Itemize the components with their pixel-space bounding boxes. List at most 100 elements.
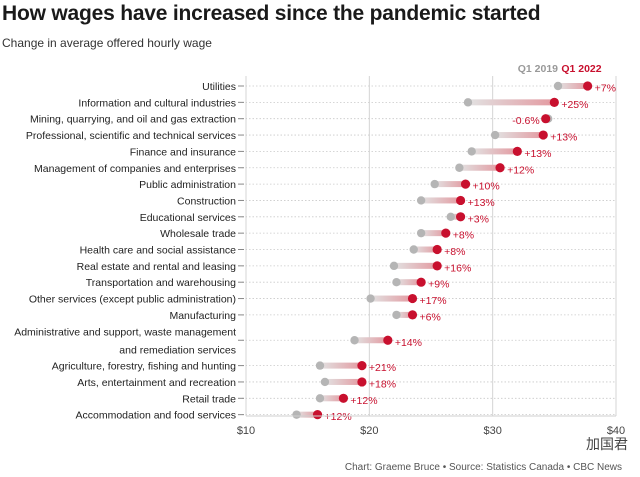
- category-label: Manufacturing: [169, 310, 236, 322]
- chart-title: How wages have increased since the pande…: [2, 2, 541, 25]
- change-label: +3%: [468, 213, 489, 225]
- dot-q1-2019: [392, 278, 401, 287]
- category-label: Mining, quarrying, and oil and gas extra…: [30, 114, 236, 126]
- dot-q1-2019: [366, 294, 375, 303]
- change-label: +12%: [350, 395, 377, 407]
- dot-q1-2022: [312, 410, 323, 420]
- change-label: +17%: [420, 295, 447, 307]
- connector-bar: [421, 230, 446, 237]
- change-label: +13%: [550, 132, 577, 144]
- rows-layer: Utilities +7% Information and cultural ind…: [14, 81, 616, 423]
- change-label: +13%: [524, 148, 551, 160]
- legend: Q1 2019 Q1 2022: [518, 63, 602, 75]
- dot-q1-2022: [338, 393, 349, 403]
- dot-q1-2019: [320, 377, 330, 387]
- change-label: +8%: [453, 230, 474, 242]
- x-tick-label: $30: [483, 425, 501, 437]
- change-label: +12%: [507, 164, 534, 176]
- category-label: Construction: [177, 195, 236, 207]
- x-tick-label: $40: [607, 425, 625, 437]
- dot-q1-2019: [392, 310, 401, 320]
- connector-bar: [396, 311, 413, 318]
- category-label: Other services (except public administra…: [29, 294, 236, 306]
- legend-q1-2022: Q1 2022: [561, 63, 601, 75]
- x-axis: $10 $20 $30 $40: [237, 85, 625, 437]
- dot-q1-2019: [409, 245, 418, 254]
- dot-q1-2019: [490, 130, 500, 140]
- change-label: +13%: [468, 197, 495, 209]
- dot-q1-2019: [416, 196, 426, 205]
- category-label: Administrative and support, waste manage…: [14, 326, 236, 338]
- category-label: Information and cultural industries: [78, 97, 236, 109]
- change-label: +9%: [428, 279, 449, 291]
- dot-q1-2022: [512, 146, 522, 156]
- category-label: Accommodation and food services: [76, 410, 237, 422]
- dot-q1-2022: [407, 310, 418, 320]
- dot-q1-2022: [441, 228, 451, 238]
- category-label: Utilities: [202, 81, 236, 93]
- change-label: +12%: [325, 411, 352, 423]
- change-label: +18%: [369, 378, 396, 390]
- category-label: Health care and social assistance: [80, 245, 237, 257]
- connector-bar: [413, 246, 438, 253]
- category-label: Transportation and warehousing: [86, 277, 236, 289]
- connector-bar: [434, 181, 466, 188]
- dot-q1-2022: [407, 293, 418, 304]
- change-label: +21%: [369, 362, 396, 374]
- dot-q1-2022: [549, 97, 559, 107]
- change-label: +8%: [444, 246, 465, 258]
- connector-bar: [296, 411, 318, 418]
- category-label: and remediation services: [119, 344, 236, 356]
- dot-q1-2022: [541, 114, 551, 124]
- category-label: Finance and insurance: [130, 146, 236, 158]
- dot-q1-2019: [292, 410, 301, 419]
- connector-bar: [320, 395, 344, 402]
- connector-bar: [421, 197, 461, 204]
- connector-bar: [495, 132, 544, 139]
- category-label: Management of companies and enterprises: [34, 163, 236, 175]
- dot-q1-2019: [553, 81, 563, 91]
- category-label: Retail trade: [182, 393, 236, 405]
- grid-layer: [242, 76, 617, 416]
- category-label: Agriculture, forestry, fishing and hunti…: [52, 361, 236, 373]
- dot-q1-2022: [416, 277, 426, 287]
- connector-bar: [471, 148, 518, 155]
- change-label: +16%: [444, 262, 471, 274]
- connector-bar: [320, 362, 362, 369]
- category-label: Wholesale trade: [160, 228, 236, 240]
- change-label: +10%: [473, 181, 500, 193]
- category-label: Arts, entertainment and recreation: [77, 377, 236, 389]
- dot-q1-2019: [315, 361, 325, 370]
- x-tick-label: $10: [237, 425, 255, 437]
- dot-q1-2022: [383, 335, 393, 345]
- watermark: 加国君: [586, 436, 628, 452]
- connector-bar: [394, 262, 438, 269]
- category-label: Educational services: [140, 212, 236, 224]
- dot-q1-2019: [315, 394, 325, 403]
- dot-q1-2022: [495, 163, 505, 173]
- dot-q1-2022: [460, 179, 471, 189]
- connector-bar: [324, 378, 362, 385]
- category-label: Professional, scientific and technical s…: [26, 130, 236, 142]
- dot-q1-2019: [446, 212, 455, 221]
- dot-q1-2022: [357, 377, 367, 387]
- chart-source: Chart: Graeme Bruce • Source: Statistics…: [344, 462, 622, 473]
- dot-q1-2019: [350, 336, 359, 345]
- chart-subtitle: Change in average offered hourly wage: [2, 36, 212, 50]
- change-label: -0.6%: [512, 115, 539, 127]
- dot-q1-2019: [455, 163, 464, 172]
- connector-bar: [558, 83, 588, 89]
- dot-q1-2022: [456, 212, 466, 222]
- dot-q1-2022: [432, 261, 442, 271]
- legend-q1-2019: Q1 2019: [518, 63, 558, 75]
- dot-q1-2022: [583, 81, 593, 91]
- connector-bar: [396, 279, 422, 286]
- connector-bar: [370, 295, 413, 302]
- dot-q1-2022: [357, 361, 367, 371]
- dot-q1-2019: [463, 98, 473, 107]
- dot-q1-2019: [389, 261, 399, 271]
- dot-q1-2019: [416, 228, 426, 238]
- connector-bar: [468, 99, 555, 106]
- change-label: +7%: [595, 83, 616, 95]
